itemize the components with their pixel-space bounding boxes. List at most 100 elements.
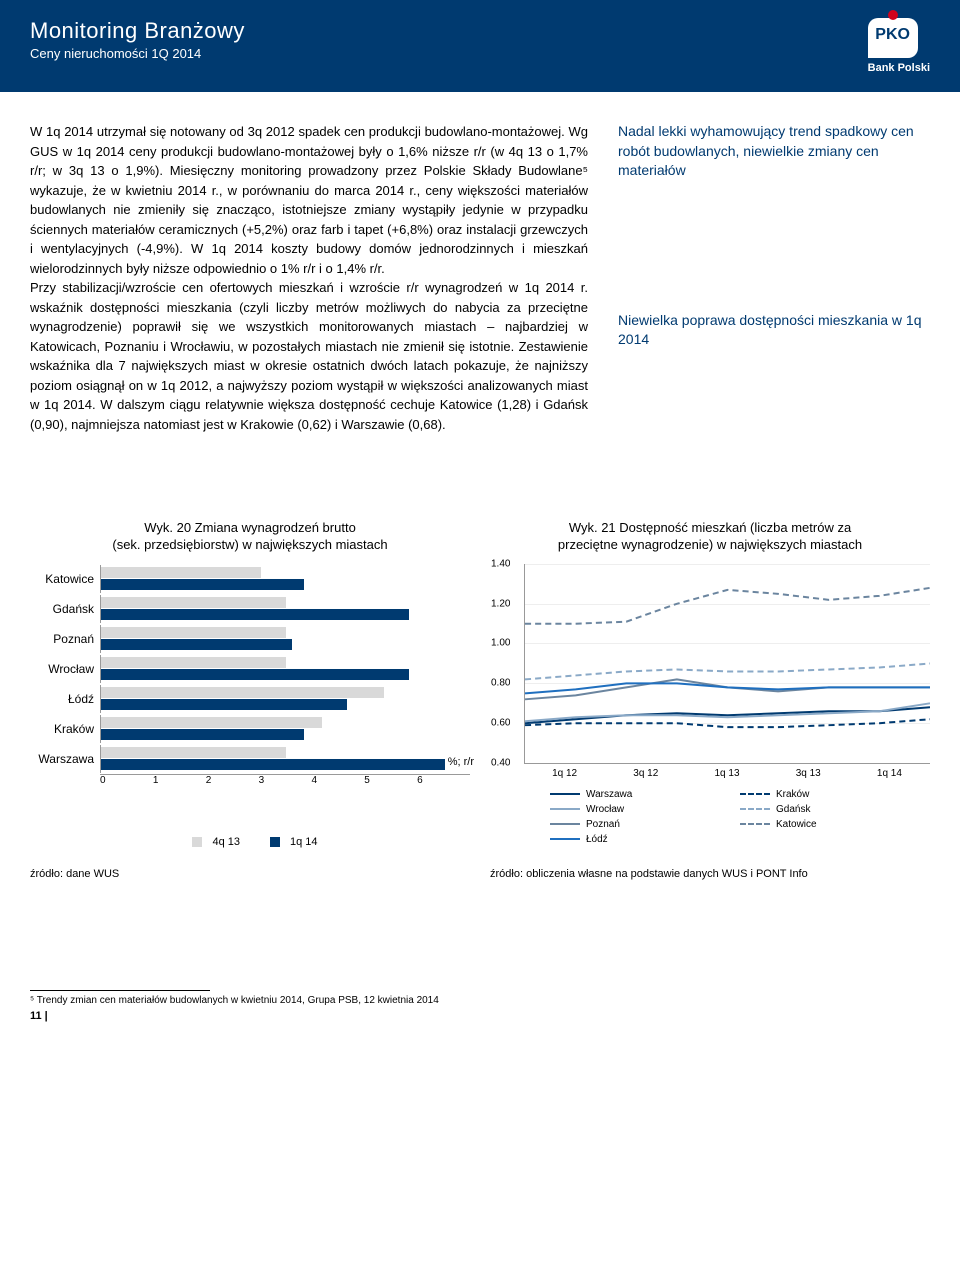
bar-axis: 0123456 <box>100 774 470 786</box>
bar-1q14 <box>101 669 409 680</box>
bar-area <box>100 655 470 683</box>
legend-item: Łódź <box>550 834 740 845</box>
bar-4q13 <box>101 567 261 578</box>
bar-area <box>100 595 470 623</box>
charts-row: Wyk. 20 Zmiana wynagrodzeń brutto(sek. p… <box>30 520 930 848</box>
side-note-2: Niewielka poprawa dostępności mieszkania… <box>618 311 930 350</box>
text-columns: W 1q 2014 utrzymał się notowany od 3q 20… <box>30 122 930 480</box>
line-svg <box>525 564 930 763</box>
bar-unit: %; r/r <box>448 756 474 768</box>
x-label: 1q 13 <box>686 768 767 779</box>
bar-4q13 <box>101 747 286 758</box>
bar-area <box>100 685 470 713</box>
legend-item: Poznań <box>550 819 740 830</box>
chart-21-xaxis: 1q 123q 121q 133q 131q 14 <box>524 768 930 779</box>
bar-area <box>100 745 470 773</box>
bar-row: Poznań <box>30 624 470 654</box>
footnote-block: ⁵ Trendy zmian cen materiałów budowlanyc… <box>0 990 960 1042</box>
bar-4q13 <box>101 627 286 638</box>
chart-sources: źródło: dane WUS źródło: obliczenia włas… <box>30 848 930 880</box>
bar-4q13 <box>101 717 322 728</box>
x-tick: 6 <box>417 775 470 786</box>
bar-area <box>100 565 470 593</box>
bar-label: Poznań <box>30 632 100 646</box>
legend-item: 1q 14 <box>260 836 318 848</box>
chart-21: Wyk. 21 Dostępność mieszkań (liczba metr… <box>490 520 930 848</box>
x-tick: 5 <box>364 775 417 786</box>
bar-label: Katowice <box>30 572 100 586</box>
document-title: Monitoring Branżowy <box>30 18 245 44</box>
x-tick: 4 <box>311 775 364 786</box>
bar-label: Warszawa <box>30 752 100 766</box>
bar-row: Wrocław <box>30 654 470 684</box>
bar-1q14 <box>101 759 445 770</box>
x-label: 3q 12 <box>605 768 686 779</box>
x-label: 1q 14 <box>849 768 930 779</box>
line-series <box>525 683 930 693</box>
x-label: 1q 12 <box>524 768 605 779</box>
bar-1q14 <box>101 699 347 710</box>
line-series <box>525 707 930 723</box>
page-content: W 1q 2014 utrzymał się notowany od 3q 20… <box>0 92 960 910</box>
bar-label: Łódź <box>30 692 100 706</box>
bar-label: Kraków <box>30 722 100 736</box>
chart-21-source: źródło: obliczenia własne na podstawie d… <box>490 868 930 880</box>
x-tick: 3 <box>259 775 312 786</box>
legend-item: Wrocław <box>550 804 740 815</box>
line-series <box>525 719 930 727</box>
bar-4q13 <box>101 687 384 698</box>
header-titles: Monitoring Branżowy Ceny nieruchomości 1… <box>30 18 245 61</box>
footnote-text: ⁵ Trendy zmian cen materiałów budowlanyc… <box>30 995 930 1006</box>
logo-label: Bank Polski <box>868 62 930 74</box>
bar-area <box>100 715 470 743</box>
legend-item: Katowice <box>740 819 930 830</box>
pko-logo-icon: PKO <box>868 18 918 58</box>
x-label: 3q 13 <box>768 768 849 779</box>
chart-20-title: Wyk. 20 Zmiana wynagrodzeń brutto(sek. p… <box>30 520 470 554</box>
chart-21-legend: WarszawaKrakówWrocławGdańskPoznańKatowic… <box>550 789 930 845</box>
bar-label: Gdańsk <box>30 602 100 616</box>
bar-row: Kraków <box>30 714 470 744</box>
chart-20-source: źródło: dane WUS <box>30 868 470 880</box>
footnote-rule <box>30 990 210 991</box>
page-number: 11 | <box>30 1010 930 1022</box>
legend-item: 4q 13 <box>182 836 240 848</box>
bar-row: Łódź <box>30 684 470 714</box>
y-tick: 0.40 <box>491 757 510 768</box>
legend-item: Warszawa <box>550 789 740 800</box>
chart-21-plot: 0.400.600.801.001.201.40 <box>524 564 930 764</box>
page-header: Monitoring Branżowy Ceny nieruchomości 1… <box>0 0 960 92</box>
logo-text: PKO <box>868 26 918 44</box>
chart-20-plot: Katowice Gdańsk Poznań Wrocław Łódź Kraków War… <box>30 564 470 824</box>
bar-1q14 <box>101 639 292 650</box>
y-tick: 0.60 <box>491 717 510 728</box>
legend-item: Kraków <box>740 789 930 800</box>
bar-4q13 <box>101 597 286 608</box>
line-series <box>525 588 930 624</box>
line-series <box>525 679 930 699</box>
y-tick: 1.20 <box>491 598 510 609</box>
y-tick: 1.00 <box>491 638 510 649</box>
bar-1q14 <box>101 729 304 740</box>
bar-area <box>100 625 470 653</box>
bar-row: Gdańsk <box>30 594 470 624</box>
chart-21-title: Wyk. 21 Dostępność mieszkań (liczba metr… <box>490 520 930 554</box>
chart-20-legend: 4q 13 1q 14 <box>30 836 470 848</box>
bank-logo: PKO Bank Polski <box>868 18 930 74</box>
y-tick: 0.80 <box>491 678 510 689</box>
chart-20: Wyk. 20 Zmiana wynagrodzeń brutto(sek. p… <box>30 520 470 848</box>
bar-row: Warszawa <box>30 744 470 774</box>
bar-1q14 <box>101 579 304 590</box>
side-notes: Nadal lekki wyhamowujący trend spadkowy … <box>618 122 930 480</box>
bar-row: Katowice <box>30 564 470 594</box>
chart-21-plot-wrap: 0.400.600.801.001.201.40 <box>490 564 930 764</box>
x-tick: 2 <box>206 775 259 786</box>
main-body-text: W 1q 2014 utrzymał się notowany od 3q 20… <box>30 122 588 480</box>
line-series <box>525 663 930 679</box>
bar-label: Wrocław <box>30 662 100 676</box>
bar-4q13 <box>101 657 286 668</box>
document-subtitle: Ceny nieruchomości 1Q 2014 <box>30 46 245 61</box>
x-tick: 0 <box>100 775 153 786</box>
bar-1q14 <box>101 609 409 620</box>
x-tick: 1 <box>153 775 206 786</box>
